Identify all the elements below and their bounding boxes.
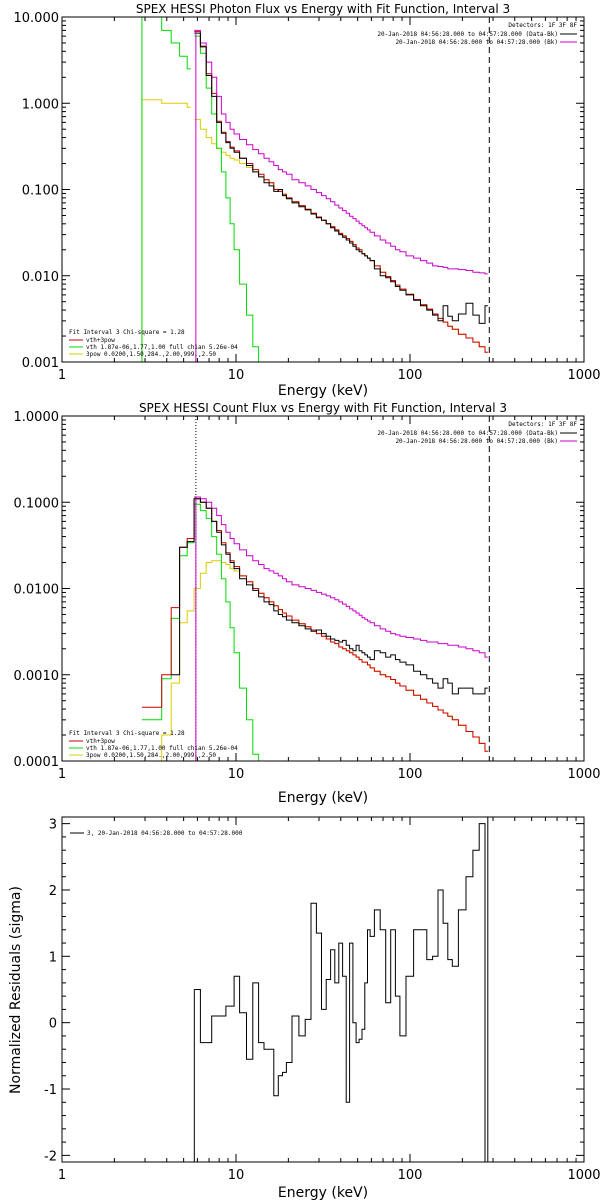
x-tick-label: 1 bbox=[58, 1168, 66, 1183]
y-tick-label: 0.0010 bbox=[14, 669, 60, 684]
panel1-title: SPEX HESSI Photon Flux vs Energy with Fi… bbox=[136, 2, 510, 16]
x-tick-label: 10 bbox=[228, 1168, 245, 1183]
y-tick-label: 2 bbox=[49, 884, 57, 899]
y-tick-label: 0.0100 bbox=[14, 583, 60, 598]
series-3pow bbox=[194, 118, 488, 353]
series-vth bbox=[194, 35, 292, 363]
x-tick-label: 1 bbox=[58, 368, 66, 383]
series-data bbox=[194, 32, 488, 324]
panel2-detectors: Detectors: 1F 3F 8F bbox=[508, 421, 577, 428]
panel2-fit-item-vth: vth 1.87e-06,1.77,1.00 full chian 5.26e-… bbox=[86, 745, 238, 752]
y-tick-label: -1 bbox=[44, 1083, 57, 1098]
panel3-plot-frame bbox=[61, 816, 585, 1163]
x-tick-label: 1000 bbox=[567, 368, 600, 383]
panel2-title: SPEX HESSI Count Flux vs Energy with Fit… bbox=[139, 401, 507, 415]
panel1-time-databk: 20-Jan-2018 04:56:28.000 to 04:57:28.000… bbox=[377, 31, 558, 38]
panel3-x-axis-label: Energy (keV) bbox=[278, 1185, 368, 1200]
series-data bbox=[171, 498, 488, 695]
x-tick-label: 1000 bbox=[567, 767, 600, 782]
y-tick-label: 0.0001 bbox=[14, 755, 60, 770]
series-vth bbox=[141, 503, 270, 762]
y-tick-label: 1 bbox=[49, 950, 57, 965]
panel2-time-bk: 20-Jan-2018 04:56:28.000 to 04:57:28.000… bbox=[395, 438, 558, 445]
photon-flux-panel: SPEX HESSI Photon Flux vs Energy with Fi… bbox=[14, 2, 600, 399]
series-3pow-low-energy bbox=[141, 99, 191, 108]
x-tick-label: 10 bbox=[228, 368, 245, 383]
panel1-fit-item-vth: vth 1.87e-06,1.77,1.00 full chian 5.26e-… bbox=[86, 344, 238, 351]
panel1-detectors: Detectors: 1F 3F 8F bbox=[508, 22, 577, 29]
series-bk bbox=[194, 29, 488, 275]
y-tick-label: 10.000 bbox=[14, 11, 60, 26]
x-tick-label: 1 bbox=[58, 767, 66, 782]
y-tick-label: 1.0000 bbox=[14, 410, 60, 425]
panel2-fit-item-pow: 3pow 0.0200,1.50,284.,2.00,999.,2.50 bbox=[86, 752, 216, 759]
panel1-fit-item-total: vth+3pow bbox=[86, 337, 115, 344]
panel2-time-databk: 20-Jan-2018 04:56:28.000 to 04:57:28.000… bbox=[377, 430, 558, 437]
x-tick-label: 100 bbox=[398, 1168, 423, 1183]
residuals-panel: 1 10 100 1000 -2 -1 0 1 2 3 Energy (keV) Normaliz… bbox=[8, 816, 600, 1200]
series-residuals bbox=[194, 823, 488, 1163]
series-total bbox=[141, 498, 488, 752]
panel1-fit-item-pow: 3pow 0.0200,1.50,284.,2.00,999.,2.50 bbox=[86, 351, 216, 358]
panel3-legend: 3, 20-Jan-2018 04:56:28.000 to 04:57:28.… bbox=[87, 830, 243, 837]
panel2-x-axis-label: Energy (keV) bbox=[278, 790, 368, 806]
series-bk bbox=[194, 496, 488, 658]
count-flux-panel: SPEX HESSI Count Flux vs Energy with Fit… bbox=[14, 401, 600, 806]
y-tick-label: -2 bbox=[44, 1149, 57, 1164]
y-tick-label: 0.001 bbox=[22, 356, 59, 371]
panel3-y-axis-label: Normalized Residuals (sigma) bbox=[8, 886, 24, 1094]
x-tick-label: 1000 bbox=[567, 1168, 600, 1183]
panel1-plot-frame bbox=[61, 16, 585, 363]
panel1-time-bk: 20-Jan-2018 04:56:28.000 to 04:57:28.000… bbox=[395, 39, 558, 46]
y-tick-label: 0 bbox=[49, 1017, 57, 1032]
x-tick-label: 10 bbox=[228, 767, 245, 782]
panel2-plot-frame bbox=[61, 415, 585, 762]
y-tick-label: 0.1000 bbox=[14, 496, 60, 511]
panel1-fit-header: Fit Interval 3 Chi-square = 1.28 bbox=[69, 329, 185, 336]
series-vth-low-energy bbox=[141, 16, 191, 70]
y-tick-label: 0.100 bbox=[22, 184, 59, 199]
x-tick-label: 100 bbox=[398, 767, 423, 782]
panel2-fit-header: Fit Interval 3 Chi-square = 1.28 bbox=[69, 730, 185, 737]
panel1-x-axis-label: Energy (keV) bbox=[278, 383, 368, 399]
y-tick-label: 1.000 bbox=[22, 97, 59, 112]
panel2-fit-item-total: vth+3pow bbox=[86, 738, 115, 745]
x-tick-label: 100 bbox=[398, 368, 423, 383]
series-total bbox=[194, 30, 488, 353]
y-tick-label: 3 bbox=[49, 818, 57, 833]
y-tick-label: 0.010 bbox=[22, 270, 59, 285]
